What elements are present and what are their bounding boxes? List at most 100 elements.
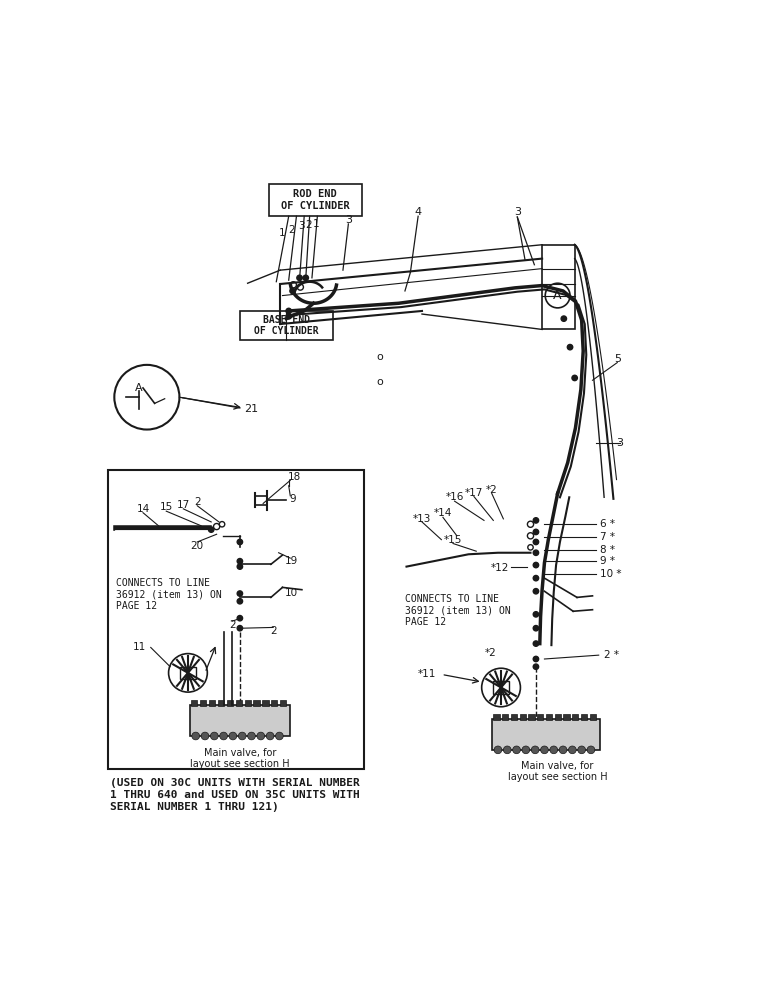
Text: 3: 3: [616, 438, 623, 448]
Bar: [537, 714, 543, 720]
Bar: [227, 700, 233, 706]
Circle shape: [559, 746, 567, 754]
Text: o: o: [376, 352, 383, 362]
Bar: [590, 714, 596, 720]
Text: 1: 1: [279, 228, 286, 238]
Circle shape: [540, 746, 548, 754]
Bar: [511, 714, 517, 720]
Circle shape: [290, 288, 295, 294]
Text: 8 *: 8 *: [601, 545, 615, 555]
Circle shape: [533, 562, 539, 568]
Circle shape: [567, 344, 573, 350]
Bar: [492, 719, 601, 750]
Text: 3: 3: [298, 221, 304, 231]
Bar: [262, 700, 269, 706]
Text: *17: *17: [465, 488, 483, 498]
Text: *2: *2: [484, 648, 496, 658]
Text: Main valve, for
layout see section H: Main valve, for layout see section H: [190, 748, 290, 769]
Circle shape: [568, 746, 576, 754]
Text: 3: 3: [514, 207, 521, 217]
Text: *15: *15: [444, 535, 462, 545]
Circle shape: [533, 529, 539, 535]
Text: 17: 17: [177, 500, 190, 510]
Text: 6 *: 6 *: [601, 519, 615, 529]
Circle shape: [533, 641, 539, 646]
Text: *16: *16: [445, 492, 464, 502]
Circle shape: [191, 732, 200, 740]
Text: 7 *: 7 *: [601, 532, 615, 542]
Text: CONNECTS TO LINE
36912 (item 13) ON
PAGE 12: CONNECTS TO LINE 36912 (item 13) ON PAGE…: [116, 578, 222, 611]
Circle shape: [561, 316, 567, 321]
Circle shape: [237, 564, 242, 569]
Circle shape: [229, 732, 237, 740]
Text: 14: 14: [137, 504, 150, 514]
Bar: [564, 714, 570, 720]
Text: A: A: [135, 383, 143, 393]
Circle shape: [237, 626, 242, 631]
Circle shape: [494, 746, 502, 754]
Bar: [528, 714, 534, 720]
Text: 9 *: 9 *: [601, 556, 615, 566]
Circle shape: [533, 664, 539, 669]
Text: ROD END
OF CYLINDER: ROD END OF CYLINDER: [281, 189, 350, 211]
Text: Main valve, for
layout see section H: Main valve, for layout see section H: [508, 761, 608, 782]
Circle shape: [533, 539, 539, 545]
Circle shape: [201, 732, 209, 740]
Text: 19: 19: [285, 556, 299, 566]
Bar: [269, 184, 361, 216]
Text: *13: *13: [413, 514, 432, 524]
Bar: [502, 714, 508, 720]
Bar: [572, 714, 578, 720]
Bar: [520, 714, 526, 720]
Text: 9: 9: [290, 494, 296, 504]
Bar: [245, 700, 251, 706]
Circle shape: [533, 550, 539, 555]
Circle shape: [513, 746, 520, 754]
Circle shape: [587, 746, 594, 754]
Circle shape: [237, 599, 242, 604]
Text: *14: *14: [434, 508, 452, 518]
Text: (USED ON 30C UNITS WITH SERIAL NUMBER
1 THRU 640 and USED ON 35C UNITS WITH
SERI: (USED ON 30C UNITS WITH SERIAL NUMBER 1 …: [110, 778, 361, 812]
Circle shape: [533, 612, 539, 617]
Text: 11: 11: [133, 642, 146, 652]
Circle shape: [522, 746, 530, 754]
Circle shape: [211, 732, 218, 740]
Circle shape: [237, 615, 242, 621]
Circle shape: [297, 275, 303, 281]
Bar: [542, 245, 574, 329]
Circle shape: [303, 275, 309, 281]
Bar: [218, 700, 224, 706]
Bar: [189, 705, 290, 736]
Bar: [180, 667, 195, 679]
Circle shape: [237, 539, 242, 545]
Text: 20: 20: [191, 541, 204, 551]
Bar: [493, 681, 509, 694]
Bar: [493, 714, 499, 720]
Bar: [546, 714, 552, 720]
Circle shape: [248, 732, 256, 740]
Text: *11: *11: [418, 669, 436, 679]
Circle shape: [533, 656, 539, 662]
Circle shape: [533, 626, 539, 631]
Bar: [108, 470, 364, 769]
Bar: [554, 714, 560, 720]
Text: 2: 2: [289, 225, 295, 235]
Circle shape: [219, 522, 225, 527]
Bar: [271, 700, 277, 706]
Bar: [280, 700, 286, 706]
Text: 1: 1: [313, 219, 320, 229]
Text: 2: 2: [306, 220, 312, 230]
Circle shape: [577, 746, 585, 754]
Text: BASE END
OF CYLINDER: BASE END OF CYLINDER: [254, 315, 319, 336]
Circle shape: [237, 591, 242, 596]
Circle shape: [503, 746, 511, 754]
Circle shape: [286, 308, 291, 314]
Text: 10: 10: [285, 588, 298, 598]
Text: 18: 18: [287, 472, 301, 482]
Bar: [235, 700, 242, 706]
Circle shape: [531, 746, 539, 754]
Circle shape: [533, 589, 539, 594]
Bar: [240, 311, 333, 340]
Circle shape: [257, 732, 265, 740]
Bar: [253, 700, 259, 706]
